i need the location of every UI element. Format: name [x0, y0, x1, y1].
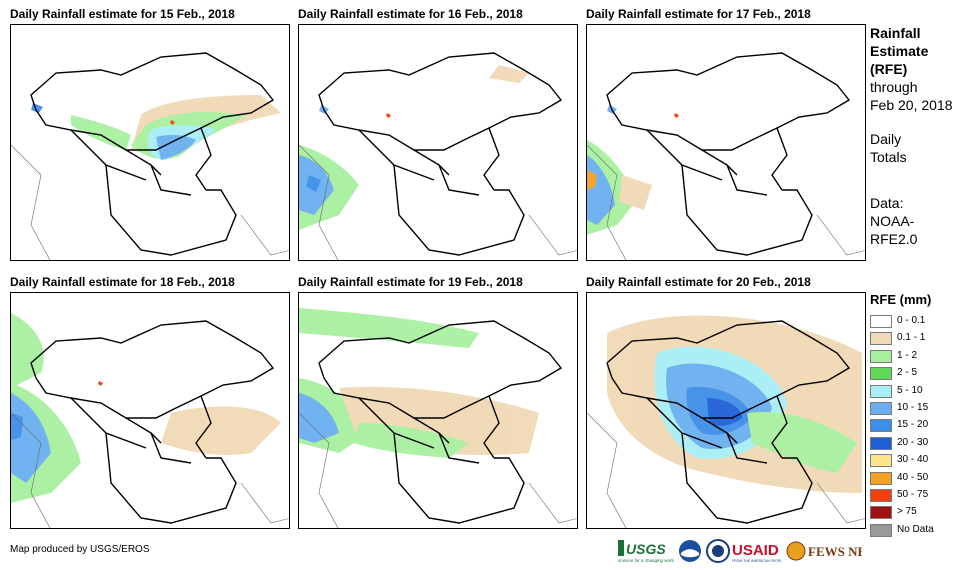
svg-text:FEWS NET: FEWS NET: [808, 544, 862, 559]
legend-label: 0.1 - 1: [897, 332, 926, 344]
map-svg: [11, 52, 289, 260]
boundaries: [318, 320, 563, 524]
legend-item: 40 - 50: [870, 470, 960, 487]
legend-label: 15 - 20: [897, 419, 929, 431]
map-svg: [299, 308, 577, 528]
legend-swatch: [870, 402, 892, 415]
legend-label: No Data: [897, 523, 934, 535]
map-svg: [299, 52, 577, 260]
fews-net-logo: FEWS NET: [786, 538, 875, 564]
legend-item: No Data: [870, 522, 960, 539]
sidebar-daily: Daily: [870, 131, 902, 147]
legend-label: 5 - 10: [897, 384, 923, 396]
legend-item: 10 - 15: [870, 400, 960, 417]
legend-swatch: [870, 349, 892, 363]
sidebar-title-2: Estimate: [870, 43, 929, 59]
legend-swatch: [870, 506, 892, 520]
legend-label: 50 - 75: [897, 489, 929, 500]
usaid-logo: USAID FROM THE AMERICAN PEOPLE: [732, 538, 785, 564]
rainfall-map-15-feb: [10, 24, 290, 261]
boundaries: [30, 320, 275, 524]
sidebar-date: Feb 20, 2018: [870, 97, 953, 113]
rain-fill: [587, 105, 679, 235]
legend-label: 10 - 15: [897, 402, 929, 413]
panel-title-3: Daily Rainfall estimate for 17 Feb., 201…: [586, 7, 811, 21]
legend-item: 15 - 20: [870, 417, 960, 434]
legend-swatch: [870, 419, 892, 433]
map-svg: [11, 313, 289, 528]
boundaries: [30, 52, 275, 256]
legend-item: 50 - 75: [870, 487, 960, 504]
legend-swatch: [870, 332, 892, 346]
sidebar-info: Rainfall Estimate (RFE) through Feb 20, …: [870, 24, 953, 248]
legend-item: 30 - 40: [870, 452, 960, 469]
legend-item: 5 - 10: [870, 383, 960, 400]
legend-item: 20 - 30: [870, 435, 960, 452]
sidebar-title-3: (RFE): [870, 61, 908, 77]
rainfall-map-16-feb: [298, 24, 578, 261]
legend-label: 1 - 2: [897, 349, 918, 361]
sidebar-data-source-1: NOAA-: [870, 213, 915, 229]
boundaries: [318, 52, 563, 256]
map-svg: [587, 52, 865, 260]
legend-swatch: [870, 367, 892, 381]
legend-swatch: [870, 315, 892, 328]
legend-label: 2 - 5: [897, 367, 918, 379]
svg-text:USAID: USAID: [732, 542, 779, 559]
legend-label: 0 - 0.1: [897, 315, 926, 326]
sidebar-through: through: [870, 79, 918, 95]
legend-label: > 75: [897, 506, 917, 518]
svg-text:FROM THE AMERICAN PEOPLE: FROM THE AMERICAN PEOPLE: [732, 559, 782, 563]
map-svg: [587, 315, 865, 528]
svg-text:USGS: USGS: [626, 541, 666, 557]
legend-swatch: [870, 489, 892, 502]
rainfall-map-19-feb: [298, 292, 578, 529]
legend-label: 20 - 30: [897, 436, 929, 448]
rainfall-map-18-feb: [10, 292, 290, 529]
legend-item: 1 - 2: [870, 348, 960, 365]
usaid-seal: [706, 538, 730, 564]
panel-title-4: Daily Rainfall estimate for 18 Feb., 201…: [10, 275, 235, 289]
legend-item: 2 - 5: [870, 365, 960, 382]
legend-swatch: [870, 436, 892, 450]
footer-credit: Map produced by USGS/EROS: [10, 544, 150, 555]
rain-fill: [11, 313, 281, 503]
boundaries: [606, 320, 851, 524]
sidebar-totals: Totals: [870, 149, 907, 165]
panel-title-6: Daily Rainfall estimate for 20 Feb., 201…: [586, 275, 811, 289]
sidebar-data-label: Data:: [870, 195, 904, 211]
panel-title-1: Daily Rainfall estimate for 15 Feb., 201…: [10, 7, 235, 21]
panel-title-5: Daily Rainfall estimate for 19 Feb., 201…: [298, 275, 523, 289]
noaa-logo: [678, 538, 702, 564]
rainfall-map-17-feb: [586, 24, 866, 261]
legend-item: 0.1 - 1: [870, 330, 960, 347]
legend-label: 30 - 40: [897, 454, 929, 466]
legend-item: > 75: [870, 504, 960, 521]
legend-swatch: [870, 471, 892, 485]
legend-swatch: [870, 454, 892, 468]
legend-label: 40 - 50: [897, 471, 929, 483]
sidebar-data-source-2: RFE2.0: [870, 231, 918, 247]
legend-item: 0 - 0.1: [870, 313, 960, 330]
legend-swatch: [870, 523, 892, 537]
usgs-logo: USGS science for a changing world: [618, 538, 676, 564]
panel-title-2: Daily Rainfall estimate for 16 Feb., 201…: [298, 7, 523, 21]
sidebar-title-1: Rainfall: [870, 25, 921, 41]
legend-title: RFE (mm): [870, 292, 932, 307]
legend-swatch: [870, 384, 892, 398]
rainfall-map-20-feb: [586, 292, 866, 529]
rain-fill: [607, 315, 862, 493]
svg-text:science for a changing world: science for a changing world: [618, 558, 674, 563]
rain-fill: [299, 308, 539, 458]
rain-fill: [299, 65, 529, 230]
boundaries: [606, 52, 851, 256]
